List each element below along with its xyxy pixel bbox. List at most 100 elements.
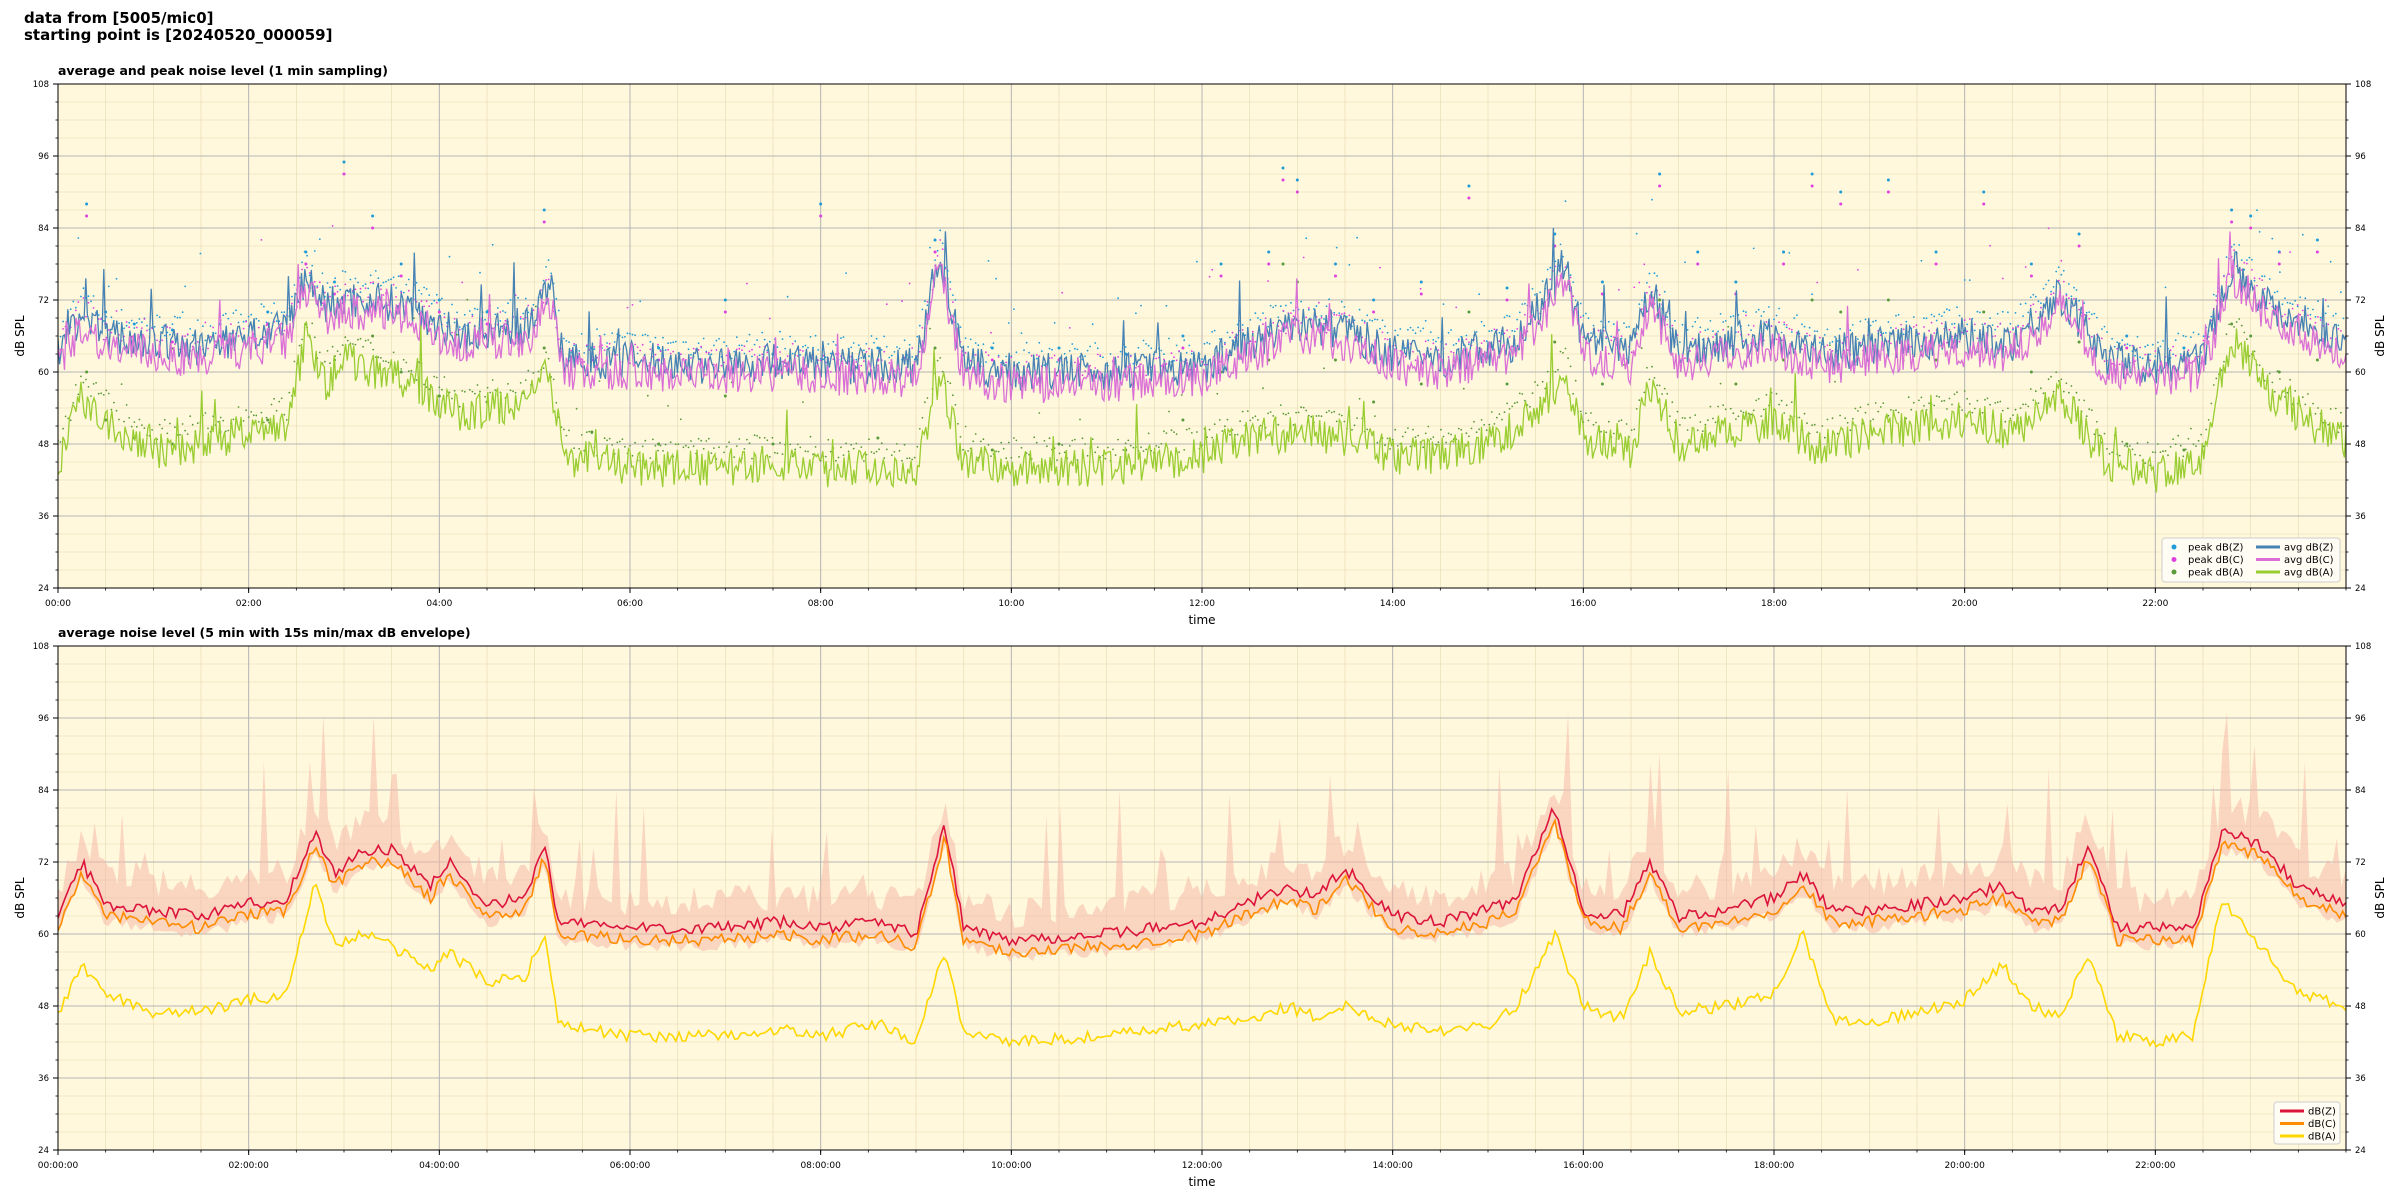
peak-point-texture — [1966, 397, 1969, 400]
peak-point — [266, 418, 270, 422]
peak-point-texture — [796, 355, 799, 357]
peak-point-texture — [883, 457, 886, 459]
peak-point-texture — [857, 344, 860, 347]
peak-point-texture — [967, 346, 969, 348]
peak-point-texture — [1046, 445, 1048, 448]
peak-point-texture — [2289, 378, 2292, 381]
peak-point — [990, 358, 994, 362]
peak-point-texture — [1872, 320, 1874, 323]
peak-point-texture — [524, 297, 527, 300]
peak-point-texture — [954, 403, 957, 406]
peak-point-texture — [2268, 278, 2271, 280]
peak-point-texture — [2090, 313, 2093, 316]
peak-point-texture — [1518, 392, 1521, 395]
peak-point-texture — [293, 284, 296, 286]
peak-point-texture — [1465, 432, 1468, 435]
peak-point-texture — [263, 421, 265, 424]
peak-point-texture — [2238, 244, 2241, 246]
peak-point-texture — [1279, 305, 1282, 308]
peak-point-texture — [1554, 370, 1557, 373]
x-tick-label: 16:00:00 — [1563, 1161, 1604, 1171]
peak-point-texture — [890, 354, 893, 357]
peak-point-texture — [1348, 314, 1351, 317]
legend-box — [2161, 537, 2341, 583]
peak-point-texture — [2263, 275, 2266, 278]
peak-point-texture — [738, 347, 741, 350]
peak-point-texture — [1208, 275, 1211, 278]
peak-point-texture — [2017, 326, 2019, 328]
peak-point-texture — [537, 370, 540, 373]
peak-point-texture — [1325, 411, 1328, 414]
peak-point-texture — [1849, 429, 1852, 432]
peak-point-texture — [1567, 357, 1569, 360]
peak-point-texture — [1394, 428, 1397, 431]
peak-point-texture — [1124, 442, 1127, 445]
peak-point-texture — [499, 320, 502, 322]
peak-point-texture — [890, 454, 893, 456]
peak-point-texture — [2034, 295, 2037, 298]
peak-point-texture — [1465, 338, 1468, 341]
peak-point-texture — [494, 313, 497, 316]
peak-point-texture — [2307, 307, 2309, 310]
peak-point-texture — [1071, 439, 1074, 442]
peak-point-texture — [2103, 432, 2106, 435]
peak-point-texture — [1648, 286, 1651, 288]
peak-point-texture — [1897, 313, 1900, 316]
peak-point-texture — [865, 342, 868, 345]
peak-point — [657, 442, 661, 446]
peak-point-texture — [1732, 412, 1735, 415]
peak-point-texture — [2078, 399, 2081, 401]
peak-point-texture — [1745, 314, 1747, 317]
peak-point-texture — [1437, 336, 1440, 339]
peak-point-texture — [1457, 340, 1460, 342]
peak-point-texture — [362, 300, 364, 303]
peak-point-texture — [1124, 346, 1127, 348]
peak-point-texture — [1839, 328, 1841, 330]
peak-point-texture — [219, 416, 222, 419]
peak-point-texture — [196, 319, 199, 321]
peak-point-texture — [461, 281, 464, 284]
peak-point-texture — [2327, 423, 2330, 426]
peak-point-texture — [674, 340, 677, 343]
peak-point-texture — [1996, 401, 1999, 404]
peak-point-texture — [2024, 403, 2027, 406]
peak-point-texture — [1287, 412, 1290, 415]
peak-point — [399, 370, 403, 374]
peak-point-texture — [336, 350, 339, 352]
peak-point-texture — [474, 307, 476, 310]
peak-point-texture — [1737, 415, 1740, 418]
peak-point-texture — [939, 229, 942, 232]
peak-point-texture — [791, 352, 794, 355]
peak-point-texture — [87, 295, 90, 298]
peak-point-texture — [1325, 331, 1328, 334]
peak-point-texture — [184, 429, 187, 432]
peak-point-texture — [1190, 432, 1193, 434]
peak-point-texture — [1096, 353, 1099, 356]
peak-point-texture — [2157, 443, 2159, 445]
peak-point-texture — [1546, 268, 1549, 271]
peak-point — [1553, 340, 1557, 344]
peak-point-texture — [794, 340, 797, 343]
peak-point-texture — [1290, 302, 1292, 304]
peak-point-texture — [949, 281, 952, 283]
peak-point-texture — [1503, 332, 1506, 335]
peak-point-texture — [257, 320, 260, 322]
peak-point-texture — [936, 255, 939, 257]
peak-point-texture — [563, 337, 565, 340]
peak-point-texture — [1775, 314, 1778, 317]
peak-point-texture — [270, 312, 273, 314]
x-tick-label: 20:00 — [1952, 599, 1978, 609]
peak-point-texture — [1582, 314, 1585, 317]
peak-point — [132, 322, 136, 326]
peak-point-texture — [2332, 314, 2335, 317]
x-tick-label: 04:00 — [426, 599, 452, 609]
y-tick-label-right: 36 — [2355, 512, 2366, 522]
peak-point-texture — [107, 285, 110, 288]
peak-point-texture — [563, 428, 565, 431]
peak-point-texture — [1890, 326, 1892, 329]
peak-point-texture — [1094, 342, 1097, 344]
peak-point-texture — [2093, 312, 2096, 315]
peak-point-texture — [1811, 424, 1813, 426]
peak-point — [1734, 280, 1738, 284]
peak-point-texture — [1442, 303, 1445, 305]
